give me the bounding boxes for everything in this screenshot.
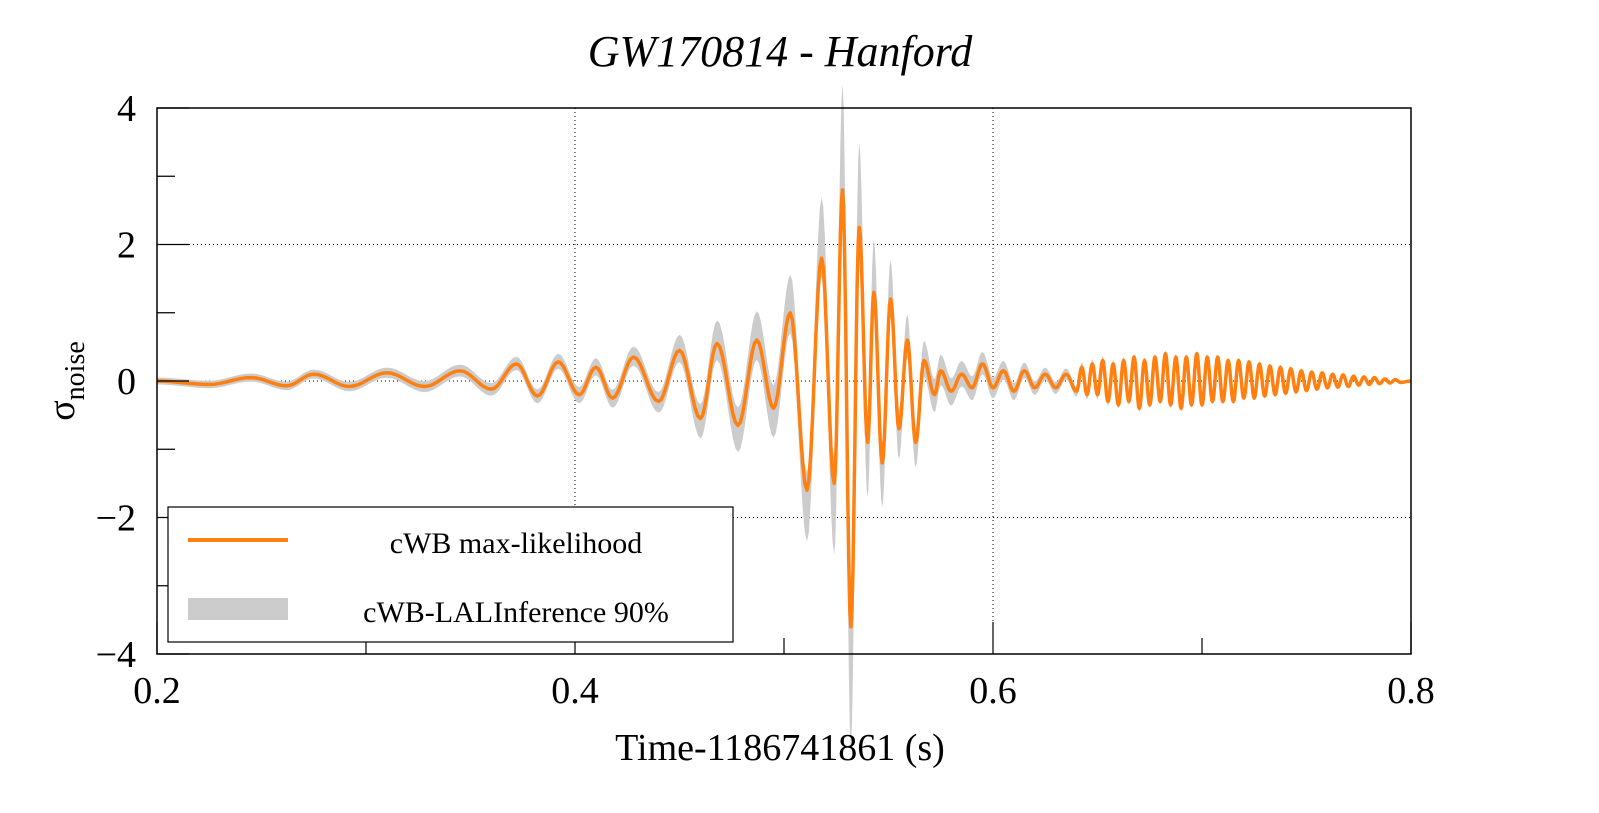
x-tick-label: 0.8 <box>1387 670 1435 712</box>
legend-label-line: cWB max-likelihood <box>390 527 642 560</box>
x-tick-label: 0.4 <box>551 670 599 712</box>
y-tick-label: 0 <box>117 361 136 403</box>
x-tick-label: 0.6 <box>969 670 1017 712</box>
x-tick-label: 0.2 <box>133 670 181 712</box>
max-likelihood-line <box>156 188 1412 629</box>
y-axis-symbol: σ <box>41 400 83 420</box>
line-series <box>156 188 1412 629</box>
y-tick-label: −4 <box>96 634 136 676</box>
y-tick-label: 2 <box>117 225 136 267</box>
svg-text:σnoise: σnoise <box>41 341 91 421</box>
legend-label-band: cWB-LALInference 90% <box>363 596 669 629</box>
y-axis-label: σnoise <box>41 341 91 421</box>
chart-title: GW170814 - Hanford <box>588 27 974 76</box>
y-axis-subscript: noise <box>60 341 91 400</box>
legend: cWB max-likelihood cWB-LALInference 90% <box>167 506 734 643</box>
tick-labels: 4 2 0 −2 −40.2 0.4 0.6 0.8 <box>96 88 1435 712</box>
x-axis-label: Time-1186741861 (s) <box>615 727 945 769</box>
legend-swatch-band <box>188 598 288 620</box>
y-tick-label: −2 <box>96 498 136 540</box>
y-tick-label: 4 <box>117 88 136 130</box>
